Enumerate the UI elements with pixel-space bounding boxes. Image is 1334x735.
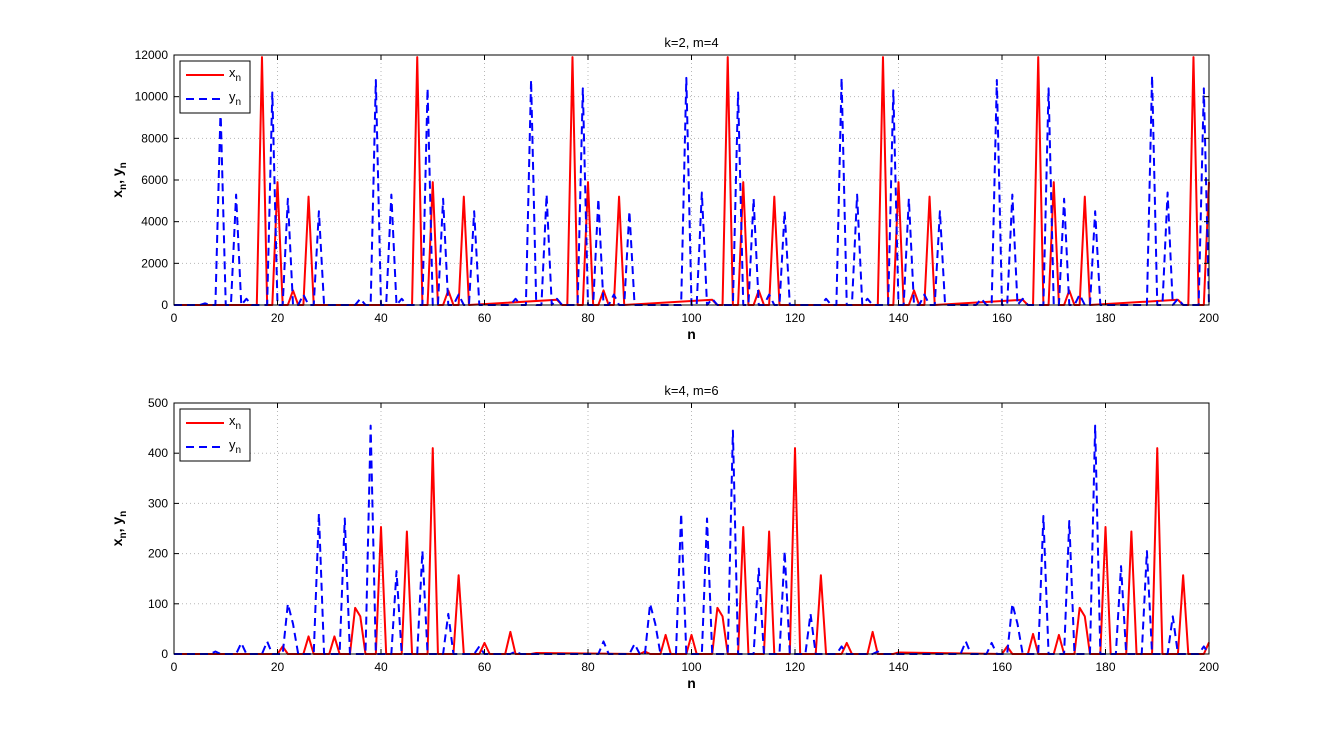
x-tick-label: 160 <box>992 660 1012 674</box>
x-tick-label: 180 <box>1095 311 1115 325</box>
legend-entry-name: x <box>229 65 236 80</box>
legend-entry-name: x <box>229 413 236 428</box>
x-tick-label: 20 <box>271 311 285 325</box>
y-axis-label: xn, yn <box>109 162 129 198</box>
legend-entry: xn <box>229 413 241 432</box>
x-tick-label: 60 <box>478 311 492 325</box>
plot-area <box>174 403 1209 654</box>
legend-entry-sub: n <box>236 73 242 84</box>
y-axis-label-sub: n <box>118 184 129 190</box>
y-tick-label: 12000 <box>135 48 169 62</box>
x-axis-label: n <box>687 326 696 342</box>
x-tick-label: 120 <box>785 311 805 325</box>
x-tick-label: 80 <box>581 660 595 674</box>
chart-panel-1: 0 20 40 60 80 100 120 140 160 180 2000200040006000… <box>109 35 1219 342</box>
x-tick-label: 100 <box>681 660 701 674</box>
y-tick-label: 300 <box>148 496 168 510</box>
grid <box>174 55 1209 305</box>
y-axis-label-x: x <box>109 538 125 546</box>
x-axis: 0 20 40 60 80 100 120 140 160 180 200 <box>171 403 1219 674</box>
y-tick-label: 500 <box>148 396 168 410</box>
legend-entry-name: y <box>229 437 236 452</box>
y-tick-label: 400 <box>148 446 168 460</box>
x-tick-label: 0 <box>171 311 178 325</box>
y-axis: 0 100 200 300 400 500 <box>148 396 1209 661</box>
y-axis-label-y: y <box>109 517 125 525</box>
y-axis-label-x: x <box>109 190 125 198</box>
legend-entry-sub: n <box>236 421 242 432</box>
x-axis-label: n <box>687 675 696 691</box>
grid <box>174 403 1209 654</box>
y-axis-label-sub: n <box>118 532 129 538</box>
legend-box <box>179 408 251 462</box>
y-axis-label-sep: , <box>109 525 125 533</box>
legend-entry-sub: n <box>236 97 242 108</box>
y-axis-label-sub2: n <box>118 511 129 517</box>
x-tick-label: 140 <box>888 660 908 674</box>
y-tick-label: 100 <box>148 597 168 611</box>
chart-title: k=4, m=6 <box>664 383 718 398</box>
x-tick-label: 120 <box>785 660 805 674</box>
y-axis-label: xn, yn <box>109 511 129 547</box>
y-tick-label: 2000 <box>141 256 168 270</box>
y-axis-label-sub2: n <box>118 162 129 168</box>
chart-panel-2: 0 20 40 60 80 100 120 140 160 180 200 0 100 200 300 400… <box>109 383 1219 691</box>
legend-entry: yn <box>229 437 241 456</box>
chart-title: k=2, m=4 <box>664 35 718 50</box>
legend-entry: xn <box>229 65 241 84</box>
x-tick-label: 60 <box>478 660 492 674</box>
y-axis-label-sep: , <box>109 176 125 184</box>
x-tick-label: 200 <box>1199 660 1219 674</box>
x-tick-label: 180 <box>1095 660 1115 674</box>
y-tick-label: 0 <box>161 298 168 312</box>
legend-entry-sub: n <box>236 445 242 456</box>
legend-entry: yn <box>229 89 241 108</box>
x-axis: 0 20 40 60 80 100 120 140 160 180 200 <box>171 55 1219 325</box>
y-tick-label: 8000 <box>141 131 168 145</box>
y-axis-label-y: y <box>109 168 125 176</box>
x-tick-label: 20 <box>271 660 285 674</box>
y-tick-label: 6000 <box>141 173 168 187</box>
y-tick-label: 4000 <box>141 215 168 229</box>
x-tick-label: 40 <box>374 311 388 325</box>
y-tick-label: 10000 <box>135 90 169 104</box>
y-tick-label: 200 <box>148 547 168 561</box>
legend-entry-name: y <box>229 89 236 104</box>
x-tick-label: 140 <box>888 311 908 325</box>
legend-box <box>179 60 251 114</box>
x-tick-label: 100 <box>681 311 701 325</box>
x-tick-label: 200 <box>1199 311 1219 325</box>
x-tick-label: 0 <box>171 660 178 674</box>
y-axis: 0 2000 4000 6000 8000 10000 12000 <box>135 48 1209 312</box>
x-tick-label: 40 <box>374 660 388 674</box>
y-tick-label: 0 <box>161 647 168 661</box>
x-tick-label: 160 <box>992 311 1012 325</box>
x-tick-label: 80 <box>581 311 595 325</box>
